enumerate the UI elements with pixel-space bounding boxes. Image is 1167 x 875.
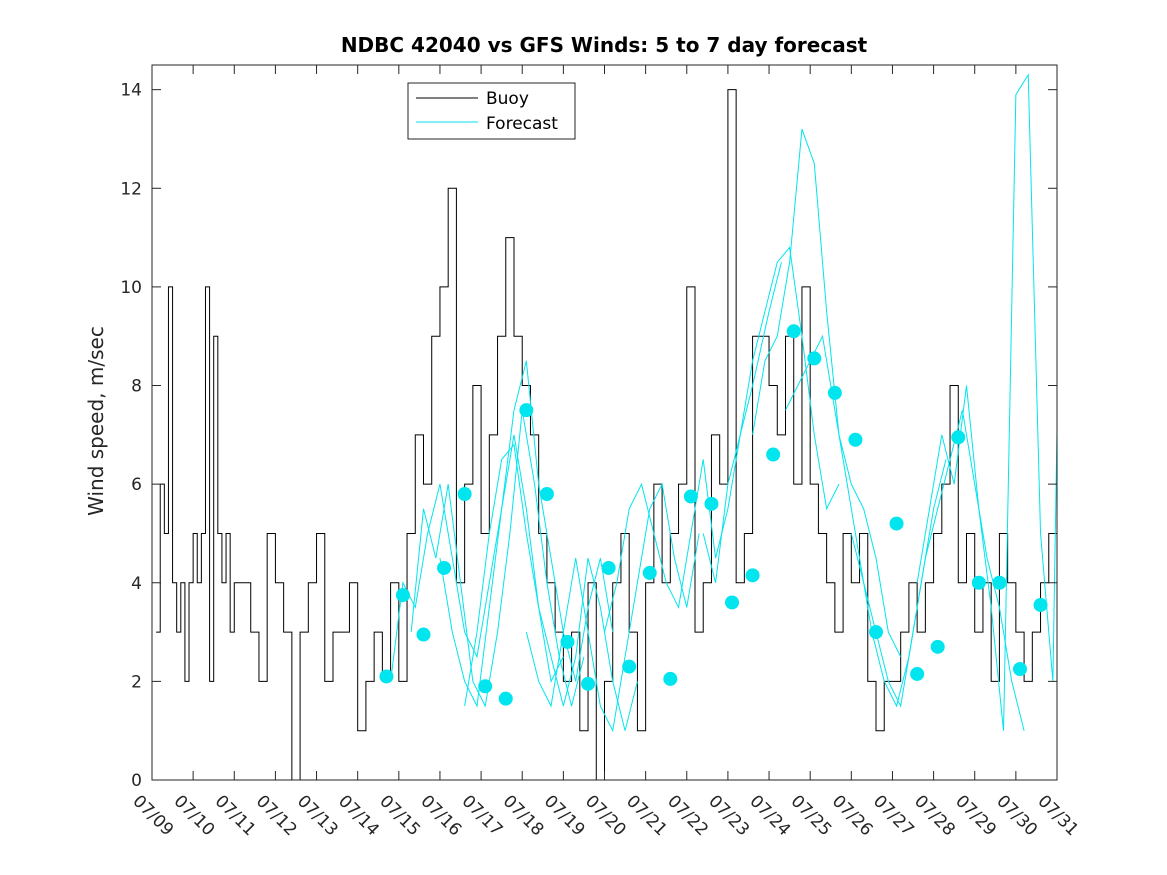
forecast-marker-point [478, 679, 493, 694]
legend-label-buoy: Buoy [486, 89, 529, 109]
forecast-run-line [850, 410, 1025, 731]
forecast-marker-point [416, 627, 431, 642]
forecast-marker-point [642, 565, 657, 580]
y-tick-label: 0 [131, 771, 142, 791]
forecast-marker-point [786, 324, 801, 339]
forecast-marker-point [827, 385, 842, 400]
forecast-marker-point [560, 634, 575, 649]
forecast-run-line [390, 434, 564, 683]
buoy-series [156, 89, 1058, 781]
y-tick-label: 10 [120, 278, 142, 298]
forecast-marker-point [869, 625, 883, 640]
y-tick-label: 4 [131, 574, 142, 594]
forecast-run-line [525, 482, 700, 733]
forecast-marker-point [766, 447, 781, 462]
legend: Buoy Forecast [407, 82, 576, 140]
legend-box [407, 82, 576, 140]
forecast-marker-point [848, 432, 863, 447]
forecast-marker-point [930, 639, 945, 654]
y-tick-label: 6 [131, 475, 142, 495]
forecast-run-line [604, 262, 782, 633]
forecast-markers [379, 324, 1048, 706]
forecast-run-line [410, 410, 585, 708]
forecast-marker-point [971, 575, 986, 590]
y-axis-label: Wind speed, m/sec [84, 326, 108, 516]
y-axis-ticks: 0 2 4 6 8 10 12 14 [120, 81, 1057, 791]
forecast-series [390, 73, 1058, 733]
forecast-marker-point [910, 666, 925, 681]
buoy-line [156, 89, 1058, 781]
forecast-run-line [916, 73, 1058, 731]
forecast-marker-point [539, 487, 554, 501]
forecast-marker-point [519, 403, 534, 418]
y-tick-label: 8 [131, 377, 142, 397]
forecast-marker-point [601, 560, 616, 575]
y-tick-label: 2 [131, 672, 142, 692]
forecast-marker-point [704, 496, 719, 511]
forecast-marker-point [498, 691, 513, 706]
forecast-marker-point [1033, 597, 1048, 612]
forecast-marker-point [992, 575, 1007, 590]
forecast-marker-point [622, 659, 637, 674]
y-tick-label: 12 [120, 179, 142, 199]
forecast-run-line [752, 128, 902, 657]
forecast-marker-point [1012, 662, 1027, 677]
forecast-marker-point [745, 568, 760, 583]
legend-label-forecast: Forecast [486, 114, 558, 134]
forecast-marker-point [683, 489, 698, 504]
y-tick-label: 14 [120, 81, 142, 101]
forecast-marker-point [663, 671, 678, 686]
chart-title: NDBC 42040 vs GFS Winds: 5 to 7 day fore… [341, 33, 868, 57]
forecast-marker-point [395, 588, 410, 603]
forecast-marker-point [437, 560, 452, 575]
forecast-marker-point [581, 676, 596, 691]
forecast-marker-point [807, 351, 822, 366]
forecast-marker-point [379, 669, 394, 684]
forecast-marker-point [725, 595, 740, 610]
forecast-run-line [702, 246, 840, 583]
forecast-run-line [439, 360, 614, 708]
forecast-marker-point [457, 487, 472, 501]
forecast-run-line [464, 443, 638, 731]
forecast-marker-point [889, 516, 904, 531]
forecast-marker-point [951, 430, 966, 445]
